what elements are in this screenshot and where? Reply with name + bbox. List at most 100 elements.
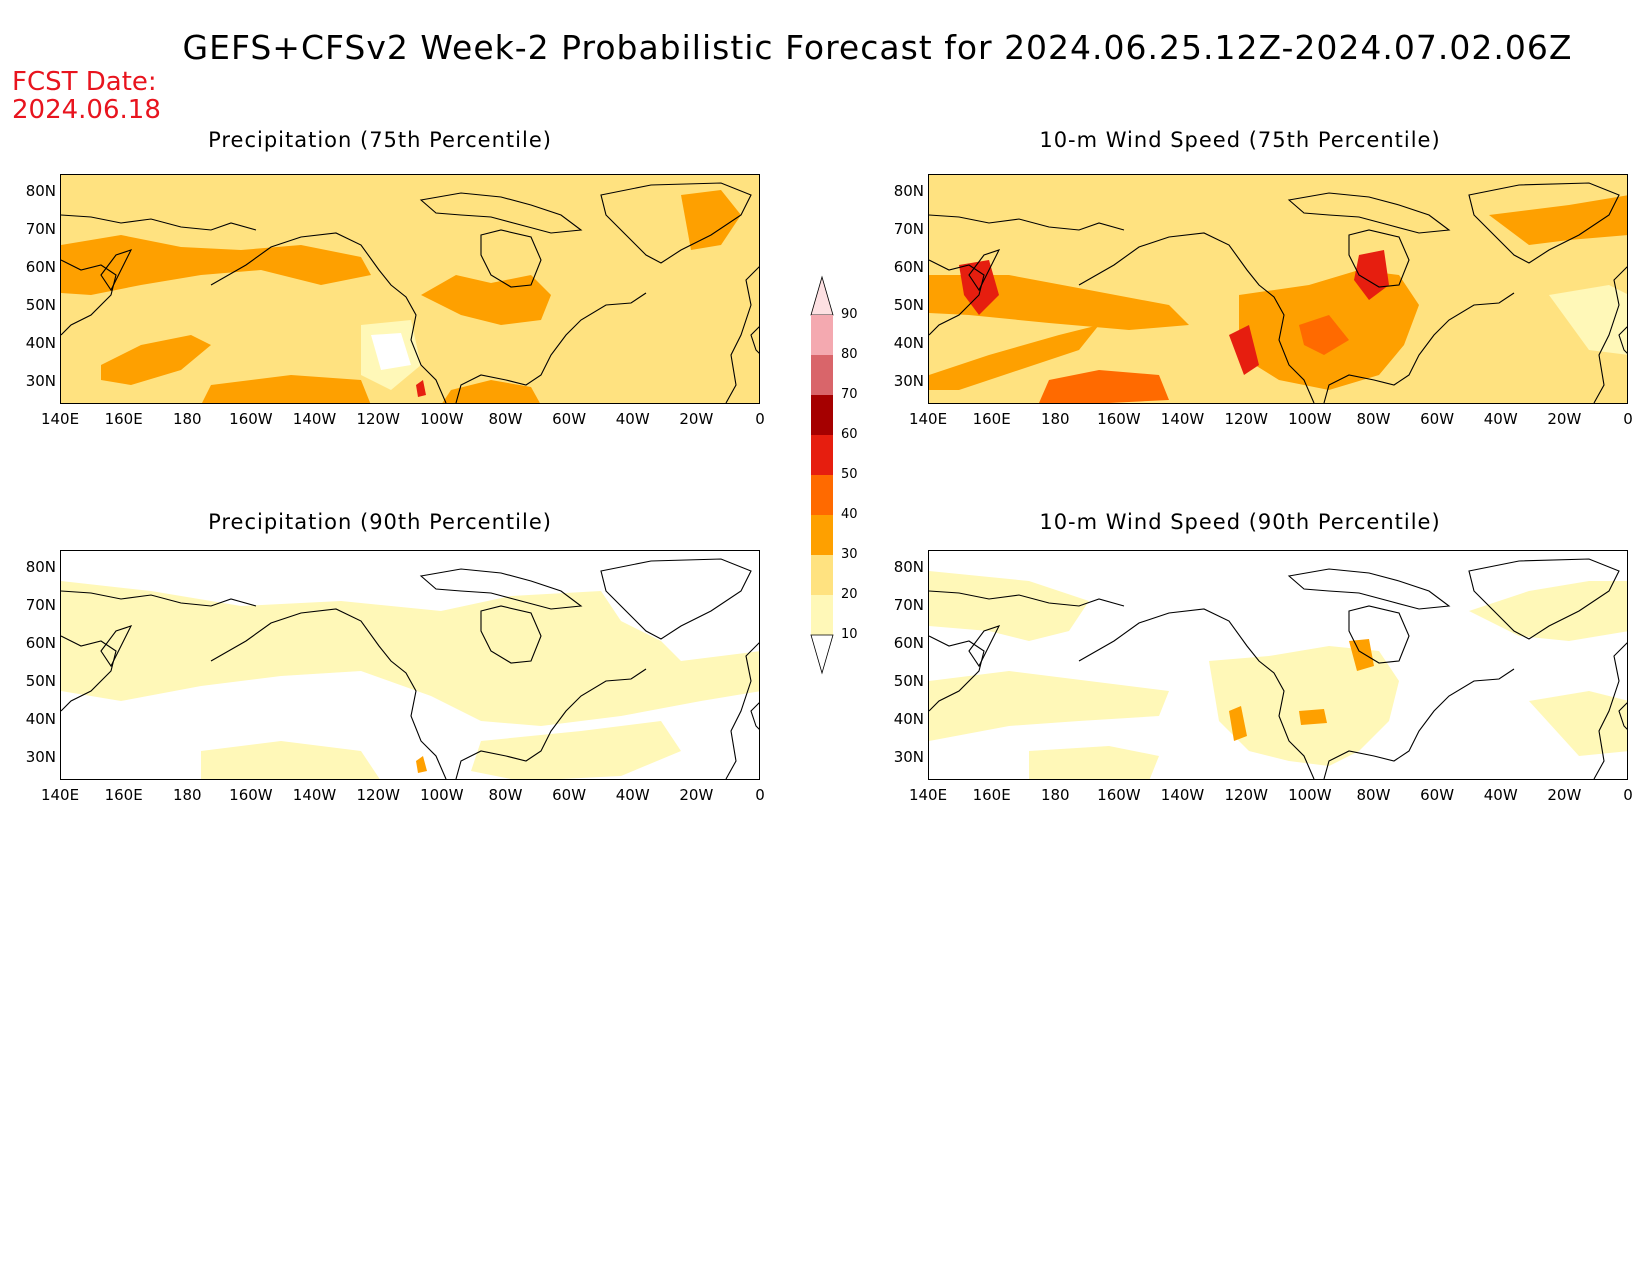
lon-tick-label: 100W xyxy=(1288,410,1332,428)
contour-region xyxy=(201,741,380,779)
main-title: GEFS+CFSv2 Week-2 Probabilistic Forecast… xyxy=(182,28,1573,67)
lat-tick-label: 60N xyxy=(25,258,56,276)
contour-region xyxy=(1229,706,1247,741)
lon-tick-label: 160W xyxy=(1097,786,1141,804)
panel-title: Precipitation (75th Percentile) xyxy=(208,128,552,152)
lon-tick-label: 80W xyxy=(1356,410,1391,428)
colorbar-tick-label: 10 xyxy=(841,627,858,642)
lon-tick-label: 80W xyxy=(488,786,523,804)
lat-tick-label: 70N xyxy=(25,220,56,238)
coastline xyxy=(750,702,759,730)
colorbar-swatch xyxy=(811,555,833,595)
contour-region xyxy=(1039,370,1169,403)
colorbar-tick-label: 80 xyxy=(841,347,858,362)
map-wind-90 xyxy=(928,550,1628,780)
lon-tick-label: 140W xyxy=(292,786,337,804)
colorbar-swatch xyxy=(811,515,833,555)
lat-tick-label: 40N xyxy=(893,334,924,352)
lon-tick-label: 40W xyxy=(615,786,650,804)
lat-tick-label: 40N xyxy=(25,710,56,728)
map-svg xyxy=(61,175,759,403)
fcst-date: FCST Date: 2024.06.18 xyxy=(12,68,161,124)
lon-tick-label: 40W xyxy=(615,410,650,428)
lon-tick-label: 0 xyxy=(755,786,765,804)
contour-region xyxy=(101,335,211,385)
lat-tick-label: 30N xyxy=(893,748,924,766)
contour-region xyxy=(371,333,411,370)
lat-tick-label: 40N xyxy=(893,710,924,728)
lon-tick-label: 160E xyxy=(972,410,1011,428)
coastline xyxy=(100,625,133,668)
colorbar-swatch xyxy=(811,355,833,395)
contour-region xyxy=(471,721,681,779)
lat-tick-label: 70N xyxy=(893,596,924,614)
lon-tick-label: 100W xyxy=(1288,786,1332,804)
lon-tick-label: 140W xyxy=(292,410,337,428)
lon-tick-label: 160E xyxy=(972,786,1011,804)
coastline xyxy=(929,590,1125,607)
lon-tick-label: 120W xyxy=(1224,410,1268,428)
lat-tick-label: 50N xyxy=(893,672,924,690)
lat-tick-label: 70N xyxy=(893,220,924,238)
lat-tick-label: 50N xyxy=(25,672,56,690)
coastline xyxy=(100,249,133,292)
lat-tick-label: 60N xyxy=(893,634,924,652)
lat-tick-label: 80N xyxy=(25,558,56,576)
map-svg xyxy=(61,551,759,779)
coastline xyxy=(968,249,1001,292)
colorbar: 90 80 70 60 50 40 30 20 10 xyxy=(805,275,865,675)
colorbar-svg xyxy=(810,275,834,675)
coastline xyxy=(600,182,752,264)
contour-region xyxy=(1229,325,1259,375)
contour-region xyxy=(416,756,427,773)
coastline xyxy=(1348,605,1410,664)
contour-region xyxy=(202,375,371,403)
colorbar-tick-label: 40 xyxy=(841,507,858,522)
coastline xyxy=(210,608,447,779)
coastline xyxy=(480,605,542,664)
coastline xyxy=(455,292,647,403)
lat-tick-label: 40N xyxy=(25,334,56,352)
coastline xyxy=(1323,292,1515,403)
lon-tick-label: 20W xyxy=(1547,410,1582,428)
colorbar-swatch xyxy=(811,395,833,435)
lon-tick-label: 0 xyxy=(755,410,765,428)
lon-tick-label: 100W xyxy=(420,410,464,428)
map-precip-75 xyxy=(60,174,760,404)
contour-region xyxy=(1354,250,1389,300)
lon-tick-label: 160W xyxy=(229,786,273,804)
panel-title: Precipitation (90th Percentile) xyxy=(208,510,552,534)
lon-tick-label: 160E xyxy=(104,410,143,428)
lon-tick-label: 40W xyxy=(1483,786,1518,804)
lon-tick-label: 60W xyxy=(552,786,587,804)
coastline xyxy=(455,668,647,779)
lon-tick-label: 140E xyxy=(908,786,948,804)
colorbar-tick-label: 90 xyxy=(841,307,858,322)
coastline xyxy=(1593,642,1627,779)
lon-tick-label: 140E xyxy=(40,786,80,804)
colorbar-tick-label: 50 xyxy=(841,467,858,482)
lon-tick-label: 140W xyxy=(1160,410,1205,428)
coastline xyxy=(1078,608,1315,779)
contour-region xyxy=(681,190,741,250)
contour-region xyxy=(1529,691,1627,756)
fcst-date-value: 2024.06.18 xyxy=(12,95,161,125)
lon-tick-label: 140W xyxy=(1160,786,1205,804)
coastline xyxy=(1287,568,1451,610)
lat-tick-label: 80N xyxy=(893,182,924,200)
contour-region xyxy=(1299,315,1349,355)
lon-tick-label: 140E xyxy=(908,410,948,428)
contour-region xyxy=(61,581,759,726)
colorbar-swatch xyxy=(811,315,833,355)
lon-tick-label: 120W xyxy=(1224,786,1268,804)
contour-region xyxy=(929,571,1089,641)
coastline xyxy=(1618,326,1627,354)
lon-tick-label: 160W xyxy=(229,410,273,428)
lon-tick-label: 120W xyxy=(356,786,400,804)
lon-tick-label: 0 xyxy=(1623,410,1633,428)
lat-tick-label: 80N xyxy=(893,558,924,576)
map-precip-90 xyxy=(60,550,760,780)
coastline xyxy=(1468,182,1620,264)
coastline xyxy=(929,214,1125,231)
panel-title: 10-m Wind Speed (90th Percentile) xyxy=(1039,510,1441,534)
